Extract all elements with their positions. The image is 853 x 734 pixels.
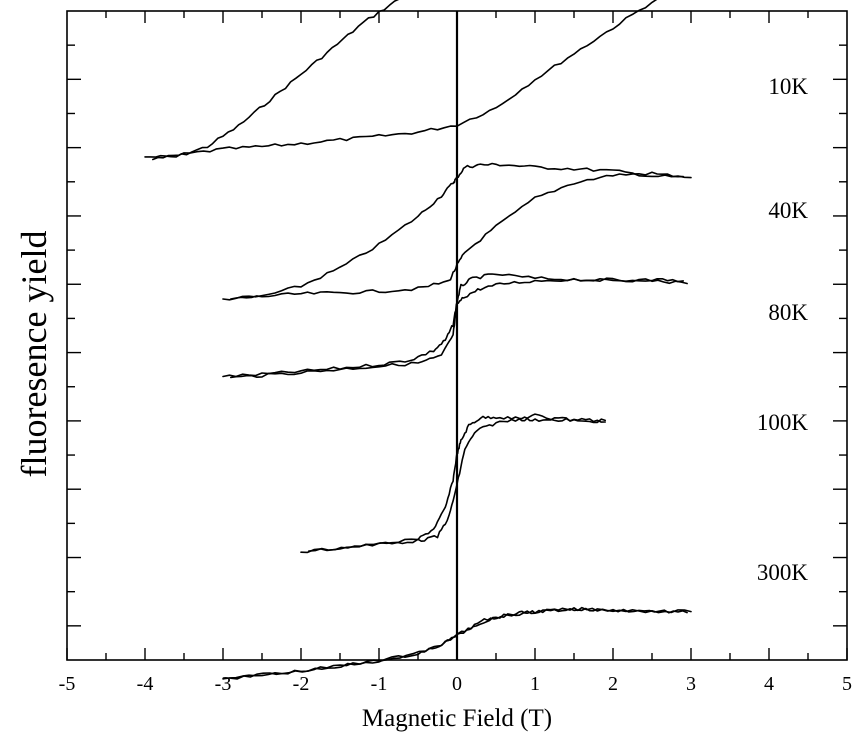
x-tick-label: -4 <box>137 673 154 695</box>
series-label-300k: 300K <box>757 560 809 585</box>
y-axis-label: fluoresence yield <box>14 231 54 478</box>
x-axis-ticks <box>66 11 848 660</box>
curve-300k-branch-2 <box>230 607 688 680</box>
curve-100k-branch-1 <box>300 413 607 554</box>
curve-10k-branch-2 <box>152 0 658 161</box>
x-tick-label: 2 <box>608 673 618 695</box>
x-tick-label: 0 <box>452 673 462 695</box>
x-tick-label: -5 <box>59 673 76 695</box>
x-tick-label: 5 <box>842 673 852 695</box>
series-label-40k: 40K <box>768 198 808 223</box>
x-tick-label: -1 <box>371 673 388 695</box>
series-label-80k: 80K <box>768 300 808 325</box>
curve-100k-branch-2 <box>307 416 607 552</box>
x-axis-label: Magnetic Field (T) <box>362 705 552 732</box>
x-tick-label: 1 <box>530 673 540 695</box>
curve-10k-branch-1 <box>144 0 400 158</box>
x-tick-label: -2 <box>293 673 310 695</box>
series-label-10k: 10K <box>768 74 808 99</box>
x-axis-tick-labels: -5 -4 -3 -2 -1 0 1 2 3 4 5 <box>59 673 852 695</box>
x-tick-label: 4 <box>764 673 774 695</box>
series-labels: 10K 40K 80K 100K 300K <box>757 74 809 585</box>
x-tick-label: -3 <box>215 673 232 695</box>
x-tick-label: 3 <box>686 673 696 695</box>
y-axis-ticks <box>67 44 847 627</box>
series-label-100k: 100K <box>757 410 809 435</box>
curve-80k-branch-1 <box>222 273 685 378</box>
